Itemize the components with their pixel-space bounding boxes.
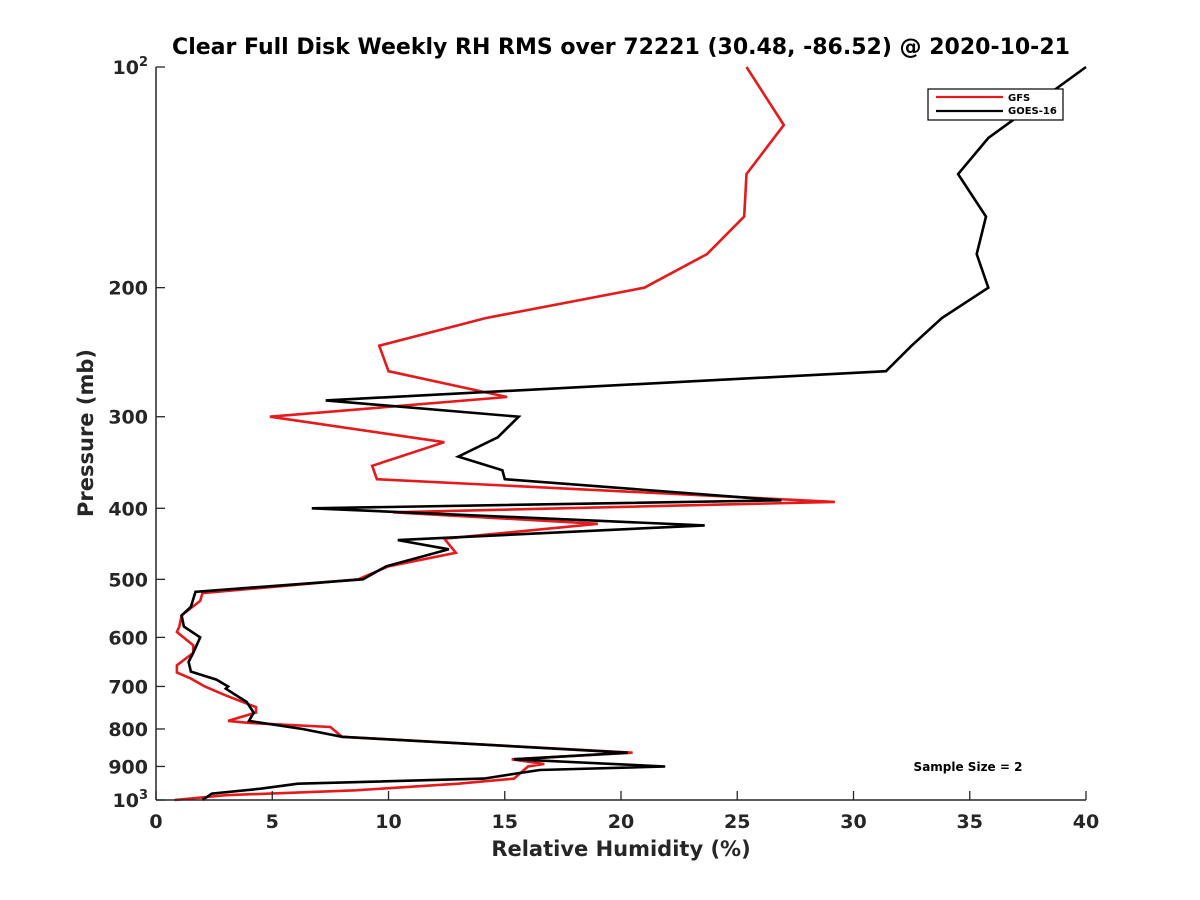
y-tick-label: 900 <box>108 756 148 778</box>
y-tick-label: 700 <box>108 676 148 698</box>
y-axis-label: Pressure (mb) <box>74 349 98 517</box>
y-tick-label: 200 <box>108 278 148 300</box>
x-tick-label: 35 <box>957 811 983 833</box>
y-tick-label: 103 <box>113 788 149 812</box>
series-line-goes16 <box>180 65 1087 802</box>
legend: GFS GOES-16 <box>927 88 1064 121</box>
plot-area <box>156 67 1086 800</box>
x-tick-label: 0 <box>149 811 162 833</box>
x-tick-label: 10 <box>375 811 401 833</box>
series-layer <box>174 65 1087 802</box>
y-tick-label: 600 <box>108 627 148 649</box>
chart-title: Clear Full Disk Weekly RH RMS over 72221… <box>172 35 1070 60</box>
legend-label-gfs: GFS <box>1008 93 1030 104</box>
legend-box <box>927 88 1064 121</box>
x-tick-label: 15 <box>492 811 518 833</box>
y-ticks: 103 900 800 700 600 500 400 300 200 102 <box>108 55 165 812</box>
x-tick-label: 25 <box>724 811 750 833</box>
y-tick-label: 500 <box>108 569 148 591</box>
y-tick-label: 102 <box>113 55 149 79</box>
x-tick-label: 5 <box>266 811 279 833</box>
x-tick-label: 20 <box>608 811 634 833</box>
y-tick-label: 800 <box>108 719 148 741</box>
x-tick-label: 30 <box>840 811 866 833</box>
x-tick-label: 40 <box>1073 811 1099 833</box>
sample-size-annotation: Sample Size = 2 <box>914 760 1023 774</box>
y-tick-label: 400 <box>108 498 148 520</box>
x-ticks: 0 5 10 15 20 25 30 35 40 <box>149 791 1099 833</box>
x-axis-label: Relative Humidity (%) <box>491 837 750 861</box>
y-tick-label: 300 <box>108 407 148 429</box>
legend-label-goes16: GOES-16 <box>1008 106 1057 117</box>
